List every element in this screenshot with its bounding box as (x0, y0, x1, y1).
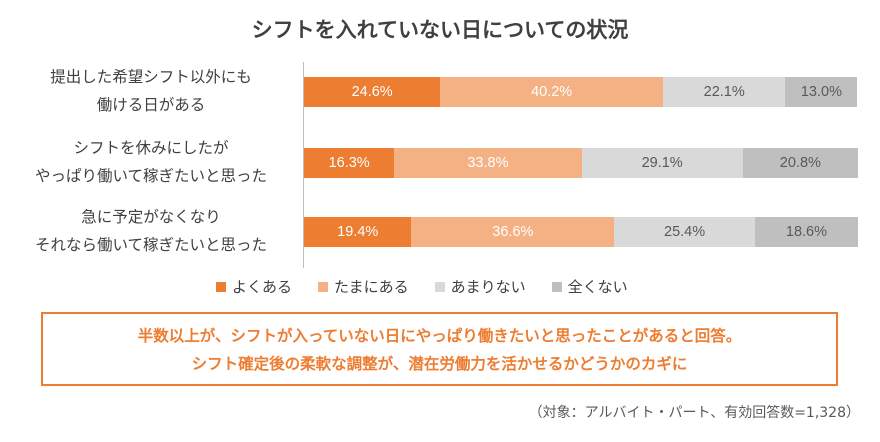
footnote: （対象：アルバイト・パート、有効回答数=1,328） (528, 405, 860, 421)
legend-item: あまりない (434, 276, 526, 297)
category-label-line: 提出した希望シフト以外にも (50, 68, 252, 86)
data-label: 36.6% (492, 224, 534, 240)
category-label-line: やっぱり働いて稼ぎたいと思った (34, 167, 268, 185)
callout-line-1: 半数以上が、シフトが入っていない日にやっぱり働きたいと思ったことがあると回答。 (137, 327, 742, 345)
data-label: 40.2% (531, 84, 573, 100)
callout-line-2: シフト確定後の柔軟な調整が、潜在労働力を活かせるかどうかのカギに (191, 355, 688, 373)
data-label: 22.1% (703, 84, 745, 100)
legend-label: たまにある (334, 278, 409, 296)
legend-label: 全くない (567, 278, 628, 296)
data-label: 13.0% (800, 84, 842, 100)
bar-segment: 24.6% (304, 77, 441, 107)
bar-segment: 40.2% (440, 77, 663, 107)
data-label: 24.6% (351, 84, 393, 100)
bar-segment: 16.3% (304, 148, 395, 178)
category-label-line: それなら働いて稼ぎたいと思った (34, 236, 268, 254)
legend-item: たまにある (318, 276, 409, 297)
summary-callout: 半数以上が、シフトが入っていない日にやっぱり働きたいと思ったことがあると回答。 … (41, 312, 838, 386)
bar-segment: 33.8% (394, 148, 582, 178)
category-axis-line (303, 62, 304, 268)
data-label: 33.8% (467, 155, 509, 171)
bar-segment: 13.0% (785, 77, 858, 107)
data-label: 20.8% (779, 155, 821, 171)
bar-segment: 36.6% (411, 217, 615, 247)
bar-segment: 19.4% (304, 217, 412, 247)
category-label-line: 働ける日がある (96, 96, 206, 114)
category-label: 急に予定がなくなりそれなら働いて稼ぎたいと思った (6, 203, 296, 259)
legend-item: 全くない (551, 276, 628, 297)
bar-row: 19.4% 36.6% 25.4% 18.6% (304, 217, 858, 247)
legend-swatch (216, 281, 226, 292)
category-label: 提出した希望シフト以外にも 働ける日がある (6, 63, 296, 119)
legend-label: あまりない (450, 278, 526, 296)
category-label-line: シフトを休みにしたが (73, 139, 229, 157)
data-label: 29.1% (641, 155, 683, 171)
bar-segment: 29.1% (581, 148, 743, 178)
legend-swatch (551, 281, 562, 292)
bar-segment: 20.8% (742, 148, 858, 178)
data-label: 16.3% (328, 155, 370, 171)
legend-swatch (434, 281, 445, 292)
category-label: シフトを休みにしたがやっぱり働いて稼ぎたいと思った (6, 134, 296, 190)
chart-title: シフトを入れていない日についての状況 (251, 18, 629, 42)
legend-label: よくある (232, 278, 293, 296)
legend-swatch (318, 281, 329, 292)
legend-item: よくある (216, 276, 292, 297)
bar-segment: 22.1% (662, 77, 786, 107)
bar-segment: 18.6% (754, 217, 858, 247)
data-label: 25.4% (664, 224, 706, 240)
bar-row: 24.6% 40.2% 22.1% 13.0% (304, 77, 858, 107)
data-label: 19.4% (337, 224, 379, 240)
data-label: 18.6% (785, 224, 827, 240)
category-label-line: 急に予定がなくなり (81, 208, 221, 226)
legend: よくある たまにある あまりない 全くない (216, 276, 628, 297)
bar-segment: 25.4% (614, 217, 755, 247)
bar-row: 16.3% 33.8% 29.1% 20.8% (304, 148, 858, 178)
